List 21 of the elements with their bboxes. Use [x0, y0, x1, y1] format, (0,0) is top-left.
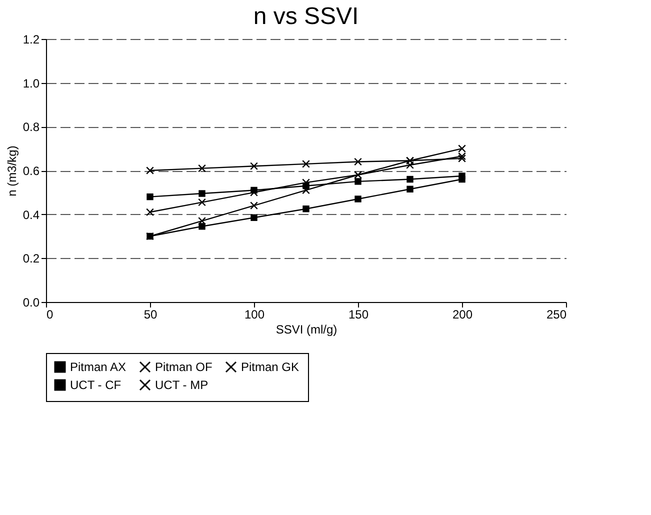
legend-label: Pitman OF — [155, 360, 212, 374]
x-tick-label: 150 — [348, 308, 369, 322]
legend-label: UCT - MP — [155, 378, 208, 392]
x-tick-label: 100 — [244, 308, 265, 322]
legend-label: Pitman AX — [70, 360, 126, 374]
y-tick-label: 0.6 — [22, 164, 40, 178]
y-tick-label: 0.8 — [22, 120, 40, 134]
x-tick-label: 50 — [144, 308, 158, 322]
x-tick-label: 250 — [546, 308, 567, 322]
y-axis-title: n (m3/kg) — [4, 146, 19, 196]
x-tick-label: 0 — [46, 308, 54, 322]
legend-label: Pitman GK — [241, 360, 300, 374]
y-tick-label: 0.2 — [22, 252, 40, 266]
chart-title: n vs SSVI — [253, 3, 359, 30]
y-tick-label: 0.4 — [22, 208, 40, 222]
y-tick-label: 1.2 — [22, 32, 40, 46]
y-tick-label: 1.0 — [22, 76, 40, 90]
x-axis-title: SSVI (ml/g) — [276, 322, 338, 336]
y-tick-label: 0.0 — [22, 296, 40, 310]
legend-label: UCT - CF — [70, 378, 122, 392]
x-tick-label: 200 — [452, 308, 473, 322]
